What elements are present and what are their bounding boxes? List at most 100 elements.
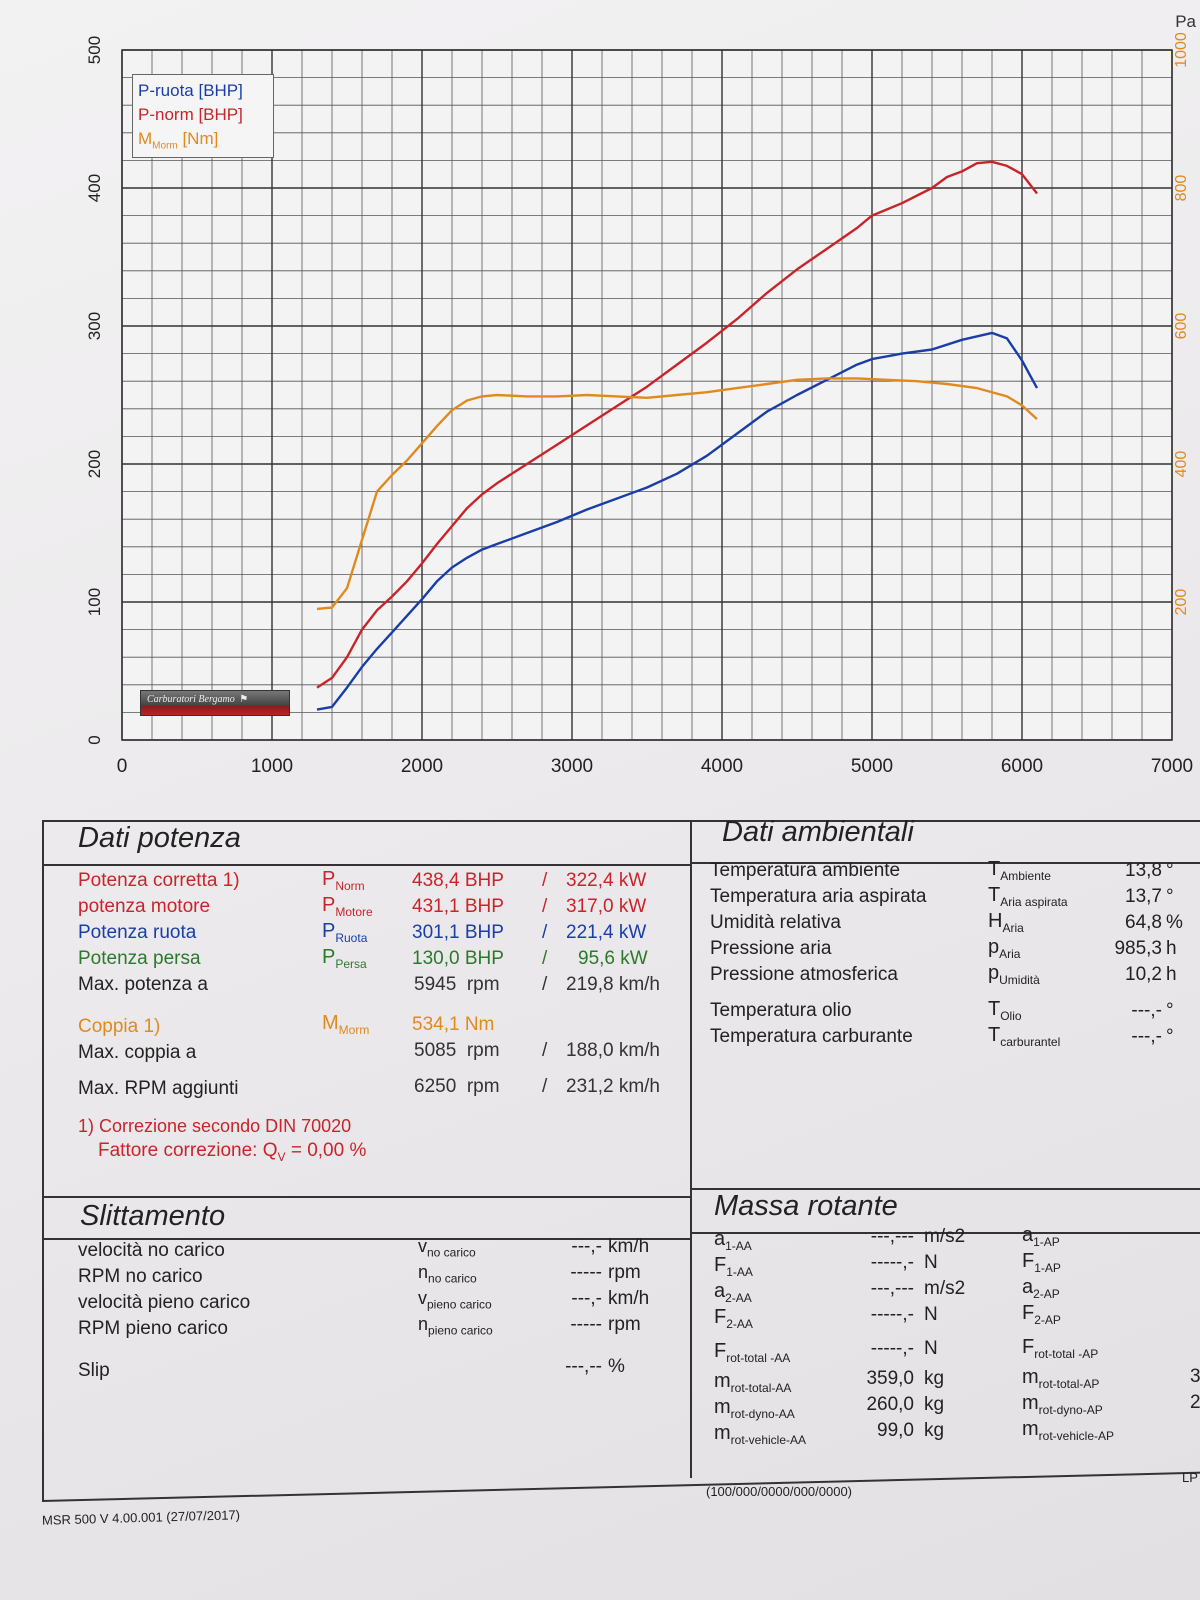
slip-label: Slip <box>78 1360 110 1381</box>
mass-symbol-ap: mrot-dyno-AP <box>1022 1392 1103 1417</box>
slip-unit: km/h <box>608 1236 650 1257</box>
mass-symbol-aa: F1-AA <box>714 1254 753 1279</box>
ambient-value: 64,8 <box>1125 912 1162 933</box>
mass-symbol-aa: F2-AA <box>714 1306 753 1331</box>
legend-p-ruota: P-ruota [BHP] <box>138 81 243 100</box>
unit: km/h <box>618 1076 661 1097</box>
table-middle-divider <box>690 820 692 1478</box>
slip-symbol: vpieno carico <box>418 1288 492 1312</box>
slip-value: ----- <box>570 1262 602 1283</box>
y-right-tick-label: 200 <box>1173 589 1190 616</box>
potenza-ruota-sep: / <box>542 922 548 943</box>
section-underline-left <box>42 1238 690 1240</box>
symbol-sub: Morm <box>338 1023 370 1037</box>
chart-plot-area <box>121 49 1173 741</box>
mass-symbol-aa: a1-AA <box>714 1228 752 1253</box>
value: 534,1 <box>412 1014 460 1035</box>
ambient-value: 13,8 <box>1125 860 1162 881</box>
value: 431,1 <box>412 896 460 917</box>
mass-symbol-ap: Frot-total -AP <box>1022 1336 1099 1361</box>
mass-unit: kg <box>924 1420 945 1441</box>
mass-value: -----,- <box>870 1252 914 1273</box>
symbol-sub: Norm <box>335 879 365 893</box>
unit: km/h <box>618 1040 661 1061</box>
legend-p-norm: P-norm [BHP] <box>138 105 243 124</box>
mass-symbol-ap: a1-AP <box>1022 1224 1060 1249</box>
max-potenza-sep: / <box>542 974 548 995</box>
dati-potenza-title: Dati potenza <box>78 822 241 854</box>
mass-value: 359,0 <box>866 1368 914 1389</box>
slip-value: ---,- <box>571 1236 602 1257</box>
max-potenza-kmh: 219,8 km/h <box>566 974 660 996</box>
unit: kW <box>618 922 647 943</box>
table-left-border <box>42 820 44 1500</box>
value: 6250 <box>414 1076 457 1097</box>
ambient-unit: h <box>1166 964 1177 985</box>
value: 5085 <box>414 1040 457 1061</box>
ambient-label: Pressione atmosferica <box>710 964 898 985</box>
x-tick-label: 0 <box>117 756 128 777</box>
mass-symbol-aa: mrot-vehicle-AA <box>714 1422 807 1447</box>
potenza-ruota-bhp: 301,1 BHP <box>412 922 504 944</box>
ambient-value: ---,- <box>1131 1026 1162 1047</box>
mass-symbol-ap: a2-AP <box>1022 1276 1060 1301</box>
potenza-motore-symbol: PMotore <box>322 894 373 919</box>
series-line-ruota <box>316 331 1039 711</box>
ambient-value: 13,7 <box>1125 886 1162 907</box>
coppia-label: Coppia 1) <box>78 1016 161 1037</box>
unit: kW <box>618 896 647 917</box>
potenza-corretta-sep: / <box>542 870 548 891</box>
slip-label: RPM pieno carico <box>78 1318 228 1339</box>
unit: BHP <box>464 870 504 891</box>
mass-unit: kg <box>924 1368 945 1389</box>
ambient-label: Umidità relativa <box>710 912 841 933</box>
potenza-motore-kw: 317,0 kW <box>566 896 646 918</box>
ambient-unit: ° <box>1166 1026 1174 1047</box>
symbol-sub: Persa <box>335 957 367 971</box>
section-underline-right <box>690 1232 1200 1234</box>
ambient-symbol: pAria <box>988 936 1021 961</box>
symbol-p: P <box>322 894 336 916</box>
section-divider-right <box>690 1188 1200 1190</box>
symbol-m: M <box>322 1012 339 1034</box>
slip-symbol: vno carico <box>418 1236 476 1260</box>
section-divider-left <box>42 1196 690 1198</box>
x-tick-label: 1000 <box>251 756 293 777</box>
mass-value: 99,0 <box>877 1420 914 1441</box>
potenza-persa-sep: / <box>542 948 548 969</box>
slip-unit: rpm <box>608 1262 641 1283</box>
unit: BHP <box>464 922 504 943</box>
potenza-corretta-kw: 322,4 kW <box>566 870 646 892</box>
y-right-tick-label: 400 <box>1173 451 1190 478</box>
max-potenza-label: Max. potenza a <box>78 974 208 995</box>
max-potenza-rpm: 5945 rpm <box>414 974 500 996</box>
ambient-unit: % <box>1166 912 1183 933</box>
mass-symbol-aa: a2-AA <box>714 1280 752 1305</box>
mass-value: 260,0 <box>866 1394 914 1415</box>
carburatori-bergamo-logo: Carburatori Bergamo ⚑ <box>140 690 290 716</box>
value: 301,1 <box>412 922 460 943</box>
y-right-tick-label: 600 <box>1173 313 1190 340</box>
slittamento-title: Slittamento <box>80 1200 226 1232</box>
mass-value: ---,--- <box>870 1278 914 1299</box>
slip-value: ---,-- <box>565 1356 602 1377</box>
potenza-corretta-label: Potenza corretta 1) <box>78 870 240 891</box>
ambient-symbol: TOlio <box>988 998 1022 1023</box>
potenza-ruota-label: Potenza ruota <box>78 922 197 943</box>
unit: kW <box>620 948 648 969</box>
mass-value: ---,--- <box>870 1226 914 1247</box>
dati-ambientali-title: Dati ambientali <box>722 816 914 848</box>
legend-m-morm: MMorm [Nm] <box>138 129 219 152</box>
slip-label: velocità no carico <box>78 1240 225 1261</box>
mass-unit: N <box>924 1304 938 1325</box>
din-correction-note: 1) Correzione secondo DIN 70020 <box>78 1116 352 1136</box>
potenza-persa-label: Potenza persa <box>78 948 201 969</box>
max-coppia-kmh: 188,0 km/h <box>566 1040 660 1062</box>
symbol-sub: Motore <box>335 905 373 919</box>
ambient-value: ---,- <box>1131 1000 1162 1021</box>
mass-symbol-ap: mrot-vehicle-AP <box>1022 1418 1115 1443</box>
max-rpm-label: Max. RPM aggiunti <box>78 1078 239 1099</box>
mass-symbol-aa: Frot-total -AA <box>714 1340 791 1365</box>
table-top-border <box>42 820 1200 822</box>
correction-factor-value: = 0,00 % <box>290 1140 367 1161</box>
